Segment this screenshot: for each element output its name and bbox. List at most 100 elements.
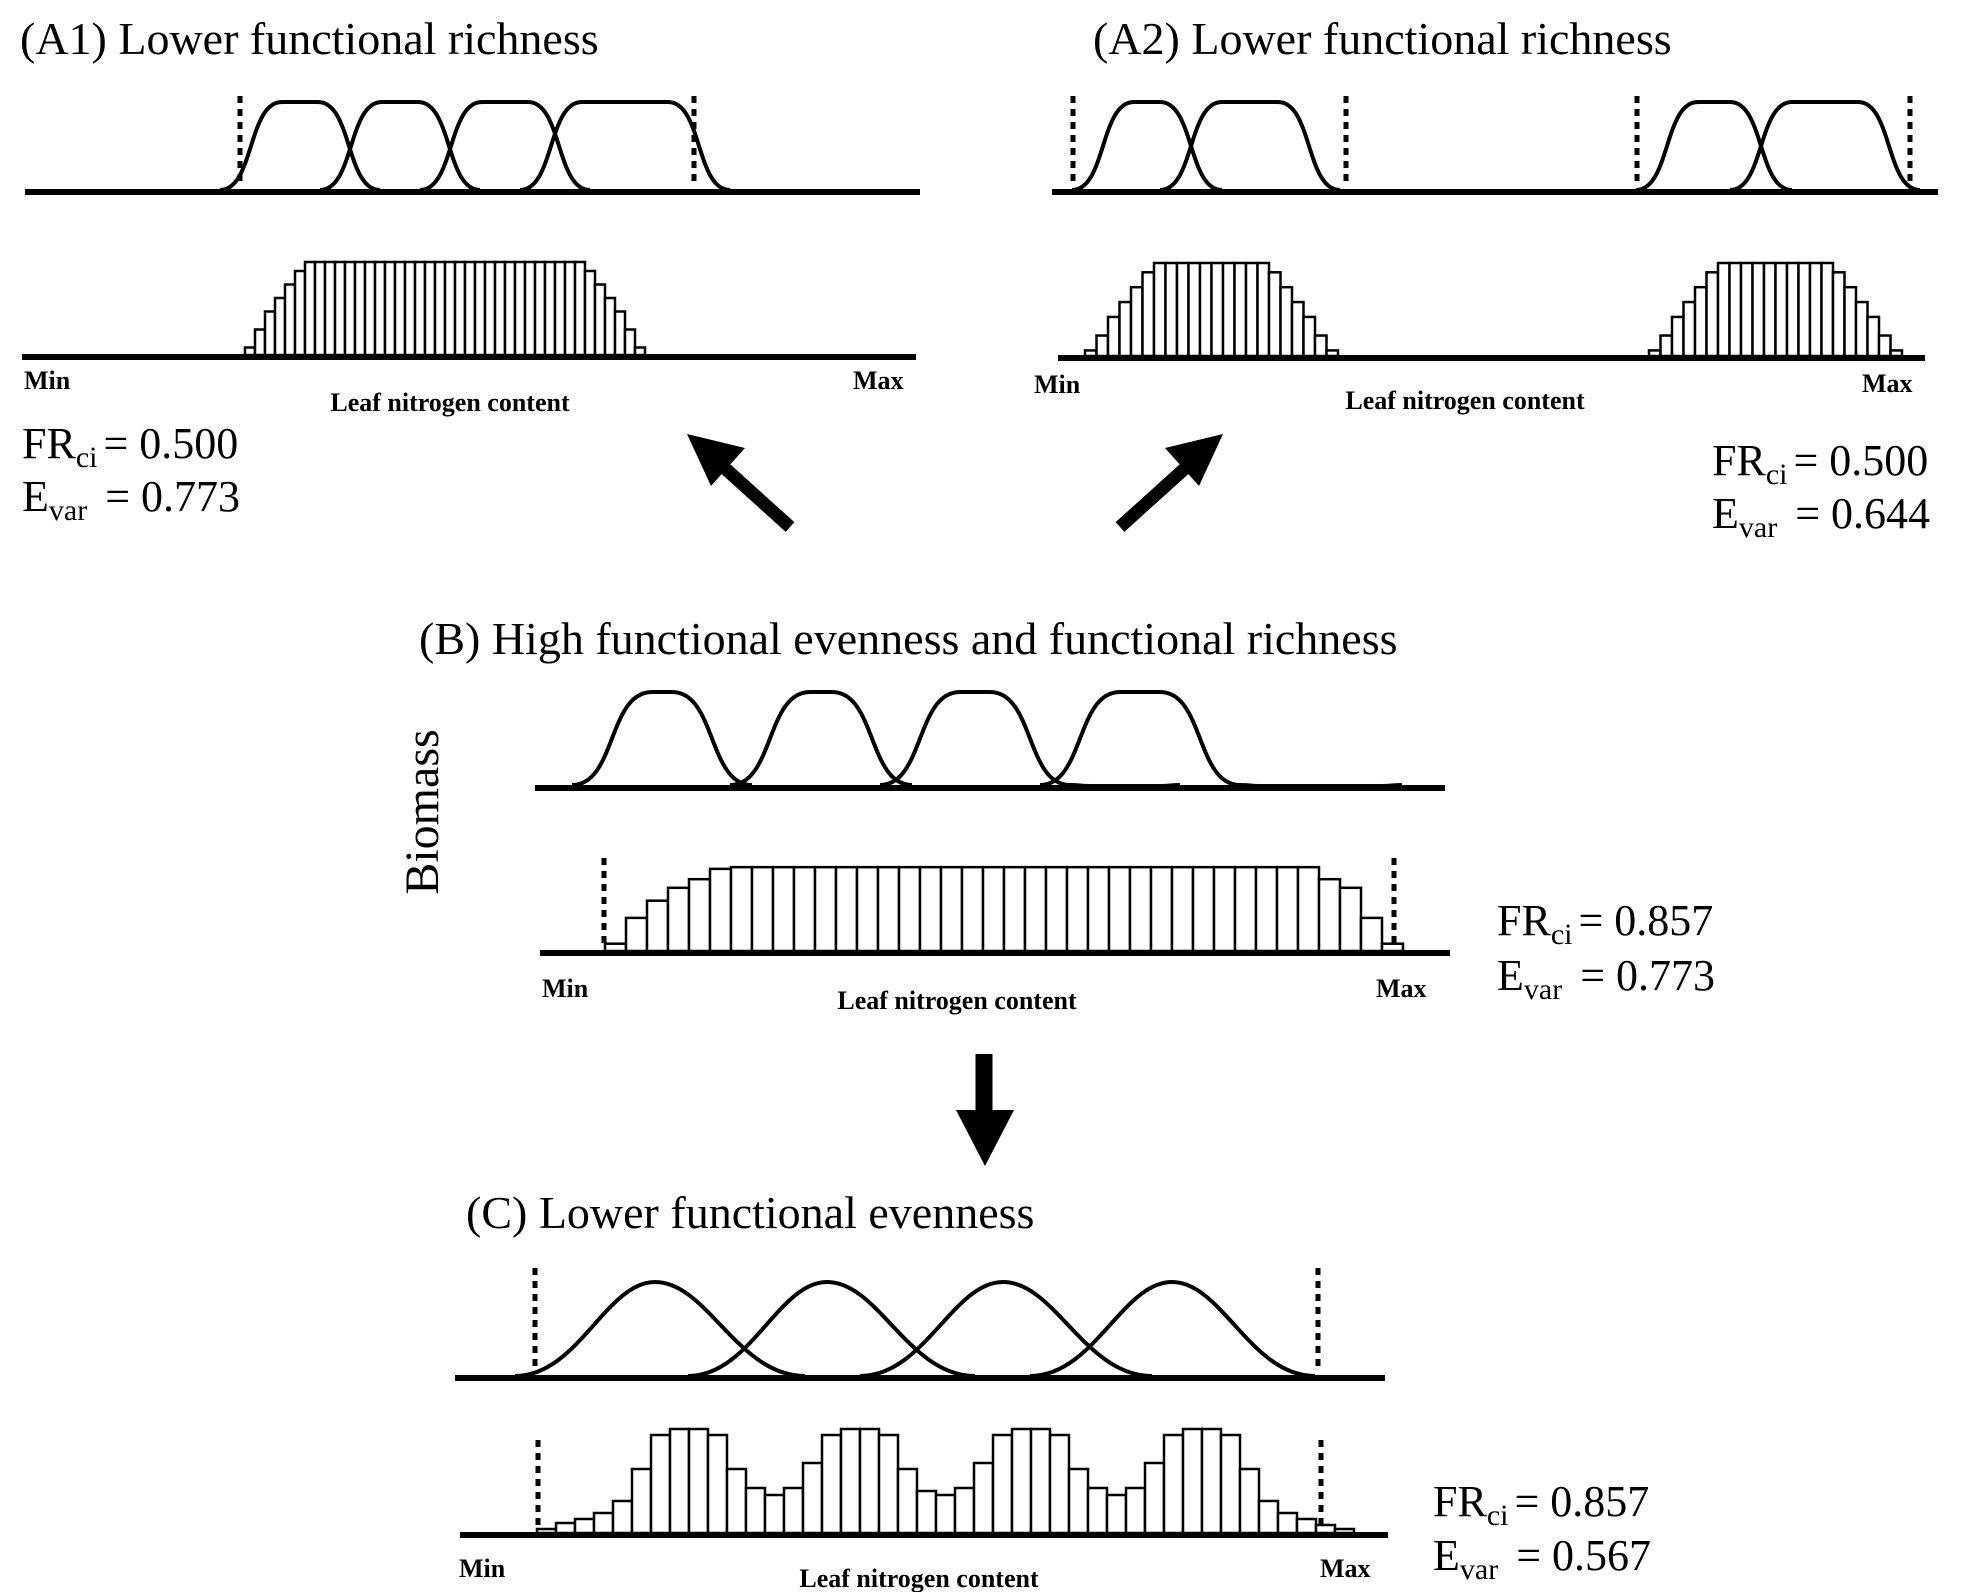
c-bar-6 [630,1467,653,1535]
a2-bar-16 [1820,261,1835,358]
a1-bar-25 [483,260,497,357]
a1-bar-31 [543,260,557,357]
a1-bar-23 [463,260,477,357]
a2-bar-21 [1313,334,1328,358]
b-bar-38 [1380,942,1405,953]
panel-c: (C) Lower functional evenness Min Max Le… [455,1187,1651,1592]
c-bar-27 [1029,1427,1052,1535]
panel-a1: (A1) Lower functional richness Min Max L… [20,13,920,527]
a1-bar-29 [523,260,537,357]
a1-min-label: Min [24,366,71,395]
b-bar-9 [771,865,796,953]
panel-a2: (A2) Lower functional richness Min Max L… [1034,13,1938,544]
c-bar-18 [858,1427,881,1535]
c-bar-33 [1143,1461,1166,1535]
c-bar-13 [763,1493,786,1535]
a1-bar-40 [633,346,647,357]
b-species-curves [571,690,1403,788]
a2-curve-1 [1635,100,1793,192]
a2-bar-3 [1106,315,1121,358]
a2-bar-10 [1187,261,1202,358]
c-bar-26 [1010,1427,1033,1535]
c-bar-3 [573,1517,596,1535]
a2-bar-9 [1739,261,1754,358]
a1-bar-10 [333,260,347,357]
b-bar-36 [1338,886,1363,953]
c-bar-15 [801,1461,824,1535]
c-curve-4 [1029,1279,1316,1378]
c-bar-5 [611,1499,634,1535]
arrow-b-to-a2 [1115,434,1223,532]
a2-fr-metric: FRci = 0.500 [1712,436,1928,491]
a1-fr-metric: FRci = 0.500 [22,419,238,474]
a1-curve-1 [219,100,381,192]
b-e-metric: Evar = 0.773 [1497,951,1715,1006]
b-bar-14 [876,865,901,953]
a2-bar-3 [1670,315,1685,358]
a2-bar-13 [1785,261,1800,358]
a2-bar-1 [1647,349,1662,358]
a2-bar-17 [1267,271,1282,358]
a2-bar-11 [1198,261,1213,358]
c-bar-36 [1200,1427,1223,1535]
b-bar-18 [960,865,985,953]
a1-bar-20 [433,260,447,357]
a1-bar-12 [353,260,367,357]
a2-bar-16 [1256,261,1271,358]
a1-bar-15 [383,260,397,357]
c-bar-35 [1181,1427,1204,1535]
c-bar-17 [839,1427,862,1535]
c-bar-4 [592,1511,615,1535]
a2-bar-6 [1141,271,1156,358]
c-bar-37 [1219,1433,1242,1535]
panel-b-title: (B) High functional evenness and functio… [419,613,1398,664]
b-curve-4 [1039,690,1241,787]
a1-bar-5 [283,283,297,357]
a1-bar-19 [423,260,437,357]
b-fr-metric: FRci = 0.857 [1497,896,1713,951]
b-bar-28 [1170,865,1195,953]
a1-bar-16 [393,260,407,357]
a2-bar-8 [1728,261,1743,358]
b-bar-16 [918,865,943,953]
a1-bar-22 [453,260,467,357]
a1-bar-21 [443,260,457,357]
a2-bar-14 [1797,261,1812,358]
a2-min-label: Min [1034,370,1081,399]
b-bar-19 [981,865,1006,953]
panel-b: (B) High functional evenness and functio… [396,613,1715,1015]
panel-c-title: (C) Lower functional evenness [466,1187,1034,1238]
b-bar-17 [939,865,964,953]
a1-bar-34 [573,260,587,357]
a1-bar-26 [493,260,507,357]
c-bar-29 [1067,1467,1090,1535]
a1-bar-3 [263,310,277,357]
a2-bar-2 [1659,334,1674,358]
c-min-label: Min [459,1554,506,1583]
a1-bar-17 [403,260,417,357]
c-bar-21 [915,1489,938,1535]
a2-bar-19 [1290,300,1305,358]
b-bar-30 [1212,865,1237,953]
c-bar-8 [668,1427,691,1535]
a1-x-axis-label: Leaf nitrogen content [330,388,570,417]
a2-bar-9 [1175,261,1190,358]
c-bar-41 [1295,1517,1318,1535]
b-bar-11 [813,865,838,953]
b-bar-21 [1023,865,1048,953]
c-bar-38 [1238,1467,1261,1535]
b-bar-10 [792,865,817,953]
c-bar-31 [1105,1493,1128,1535]
a2-bar-11 [1762,261,1777,358]
a1-bar-30 [533,260,547,357]
c-histogram [535,1427,1356,1535]
b-bar-7 [729,865,754,953]
arrow-b-to-c [956,1054,1014,1166]
a2-bar-18 [1843,285,1858,358]
c-bar-40 [1276,1511,1299,1535]
b-bar-32 [1254,865,1279,953]
b-bar-29 [1191,865,1216,953]
a2-bar-13 [1221,261,1236,358]
b-bar-22 [1044,865,1069,953]
